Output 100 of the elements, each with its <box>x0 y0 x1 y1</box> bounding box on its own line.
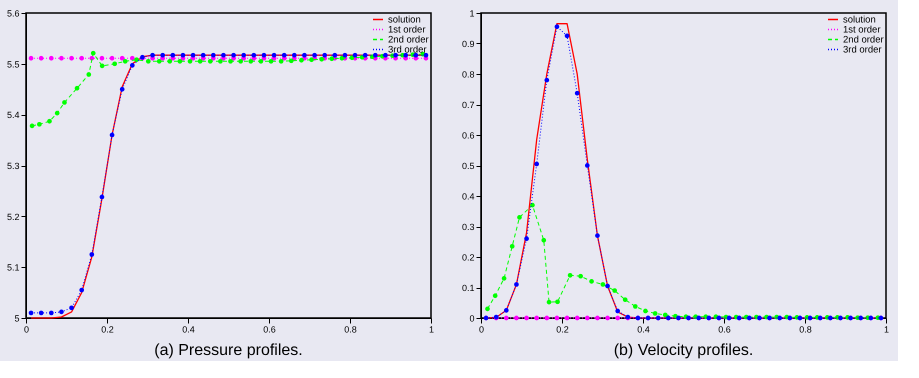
point <box>248 58 254 64</box>
x-tick-label: 1 <box>884 324 890 334</box>
y-tick-label: 5.6 <box>6 8 20 18</box>
point <box>130 56 135 61</box>
point <box>282 52 287 58</box>
point <box>605 316 610 320</box>
point <box>332 52 338 58</box>
point <box>413 52 418 58</box>
point <box>156 58 162 64</box>
point <box>319 56 324 62</box>
text: (b) Velocity profiles. <box>614 342 754 359</box>
point <box>643 308 648 314</box>
point <box>112 61 118 66</box>
point <box>79 56 84 61</box>
point <box>258 58 264 64</box>
x-tick-label: 0.4 <box>637 324 650 334</box>
point <box>485 306 490 312</box>
point <box>262 52 266 58</box>
y-tick-label: 0.4 <box>462 192 474 202</box>
point <box>424 52 428 58</box>
point <box>329 56 334 62</box>
y-tick-label: 5.5 <box>6 59 20 70</box>
point <box>130 63 135 68</box>
point <box>167 58 172 64</box>
point <box>180 52 186 58</box>
point <box>188 58 192 64</box>
point <box>544 316 550 320</box>
text: (a) Pressure profiles. <box>154 342 303 359</box>
point <box>393 52 398 58</box>
legend-label: solution <box>843 14 876 26</box>
point <box>615 308 620 314</box>
point <box>198 58 202 64</box>
point <box>632 304 638 309</box>
point <box>350 55 354 60</box>
legend-label: solution <box>388 14 421 26</box>
point <box>622 297 628 302</box>
x-tick-label: 0.6 <box>718 324 731 334</box>
y-tick-label: 0.2 <box>462 252 474 262</box>
point <box>605 284 610 288</box>
point <box>160 52 166 58</box>
point <box>110 56 114 61</box>
legend-label: 1st order <box>388 24 426 36</box>
point <box>238 58 243 64</box>
x-tick-label: 0.8 <box>344 324 357 334</box>
y-tick-label: 5 <box>14 314 20 324</box>
point <box>62 100 67 105</box>
x-tick-label: 0.2 <box>101 324 114 334</box>
point <box>514 282 519 287</box>
point <box>652 311 658 316</box>
point <box>504 316 509 320</box>
point <box>86 72 92 77</box>
point <box>589 279 594 284</box>
y-tick-label: 5.2 <box>6 212 20 222</box>
x-tick-label: 0.6 <box>263 324 276 334</box>
point <box>28 310 34 316</box>
point <box>268 58 274 64</box>
point <box>340 56 344 61</box>
y-tick-label: 0.5 <box>462 161 474 171</box>
point <box>554 316 560 320</box>
point <box>210 52 216 58</box>
point <box>221 52 226 58</box>
point <box>524 316 529 320</box>
legend-label: 2nd order <box>843 34 884 46</box>
point <box>47 118 52 124</box>
point <box>89 56 94 61</box>
point <box>134 57 139 62</box>
point <box>584 316 590 320</box>
point <box>122 58 128 64</box>
point <box>251 52 256 58</box>
point <box>546 300 552 304</box>
point <box>59 310 64 314</box>
point <box>662 312 668 318</box>
point <box>504 308 509 313</box>
point <box>178 58 182 64</box>
point <box>90 50 96 56</box>
point <box>69 56 74 61</box>
point <box>554 24 560 30</box>
y-tick-label: 0 <box>469 314 474 324</box>
point <box>38 310 44 316</box>
point <box>54 110 60 116</box>
point <box>288 58 294 64</box>
point <box>595 233 600 238</box>
x-tick-label: 0 <box>478 324 484 334</box>
x-tick-label: 0.8 <box>799 324 812 334</box>
point <box>208 58 213 64</box>
point <box>502 276 506 281</box>
point <box>79 288 84 292</box>
point <box>342 52 348 58</box>
point <box>299 58 304 63</box>
point <box>150 52 155 58</box>
point <box>110 132 114 138</box>
point <box>89 252 94 257</box>
point <box>312 52 317 58</box>
point <box>352 52 358 58</box>
point <box>403 52 408 58</box>
point <box>170 52 176 58</box>
x-tick-label: 0.4 <box>182 324 195 334</box>
point <box>48 56 54 61</box>
point <box>564 316 570 320</box>
point <box>37 122 42 127</box>
